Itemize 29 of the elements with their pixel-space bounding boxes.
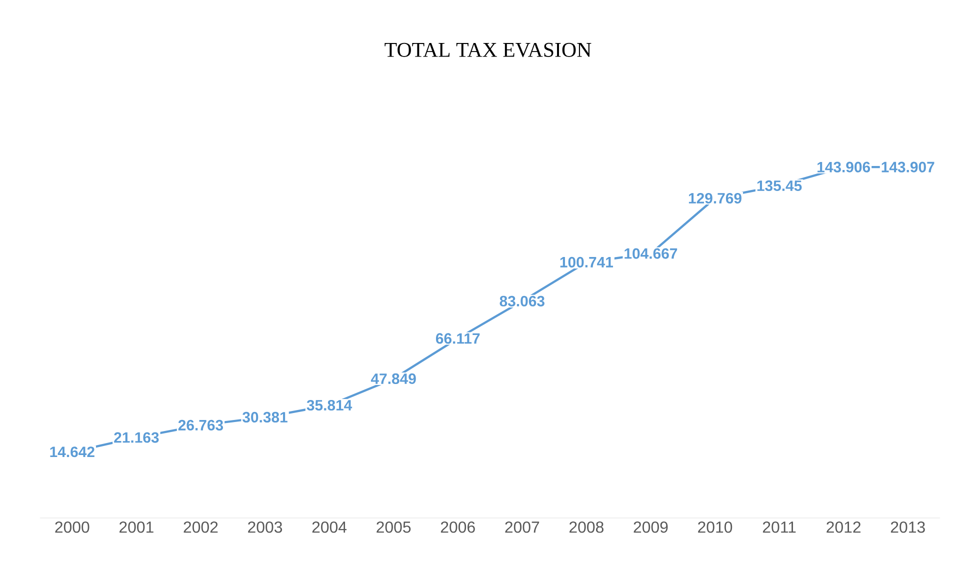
x-tick-label: 2001: [120, 522, 154, 533]
x-tick-label: 2008: [570, 522, 604, 533]
data-label: 30.381: [242, 412, 288, 423]
data-label: 47.849: [370, 373, 416, 384]
x-tick-label: 2006: [440, 522, 475, 533]
x-tick-label: 2004: [312, 522, 347, 533]
x-tick-label: 2002: [184, 522, 218, 533]
chart-title: TOTAL TAX EVASION: [384, 42, 592, 58]
data-label: 143.906: [818, 162, 870, 172]
data-label: 21.163: [114, 432, 159, 443]
data-label: 135.45: [757, 180, 802, 192]
data-label: 83.063: [500, 296, 544, 306]
data-label: 100.741: [560, 256, 614, 268]
x-tick-label: 2007: [505, 522, 540, 533]
x-tick-label: 2010: [698, 522, 732, 533]
x-tick-label: 2011: [762, 522, 796, 533]
x-tick-label: 2005: [376, 522, 411, 533]
data-label: 14.642: [50, 446, 94, 458]
x-tick-label: 2003: [248, 522, 282, 533]
data-label: 66.117: [436, 333, 480, 344]
data-label: 104.667: [624, 248, 678, 259]
data-label: 143.907: [882, 162, 934, 172]
data-label: 26.763: [178, 420, 224, 430]
data-label: 129.769: [688, 192, 742, 204]
data-label: 35.814: [306, 400, 352, 411]
x-tick-label: 2000: [55, 522, 90, 533]
x-tick-label: 2009: [634, 522, 668, 533]
x-tick-label: 2012: [826, 522, 860, 533]
x-tick-label: 2013: [890, 522, 925, 533]
